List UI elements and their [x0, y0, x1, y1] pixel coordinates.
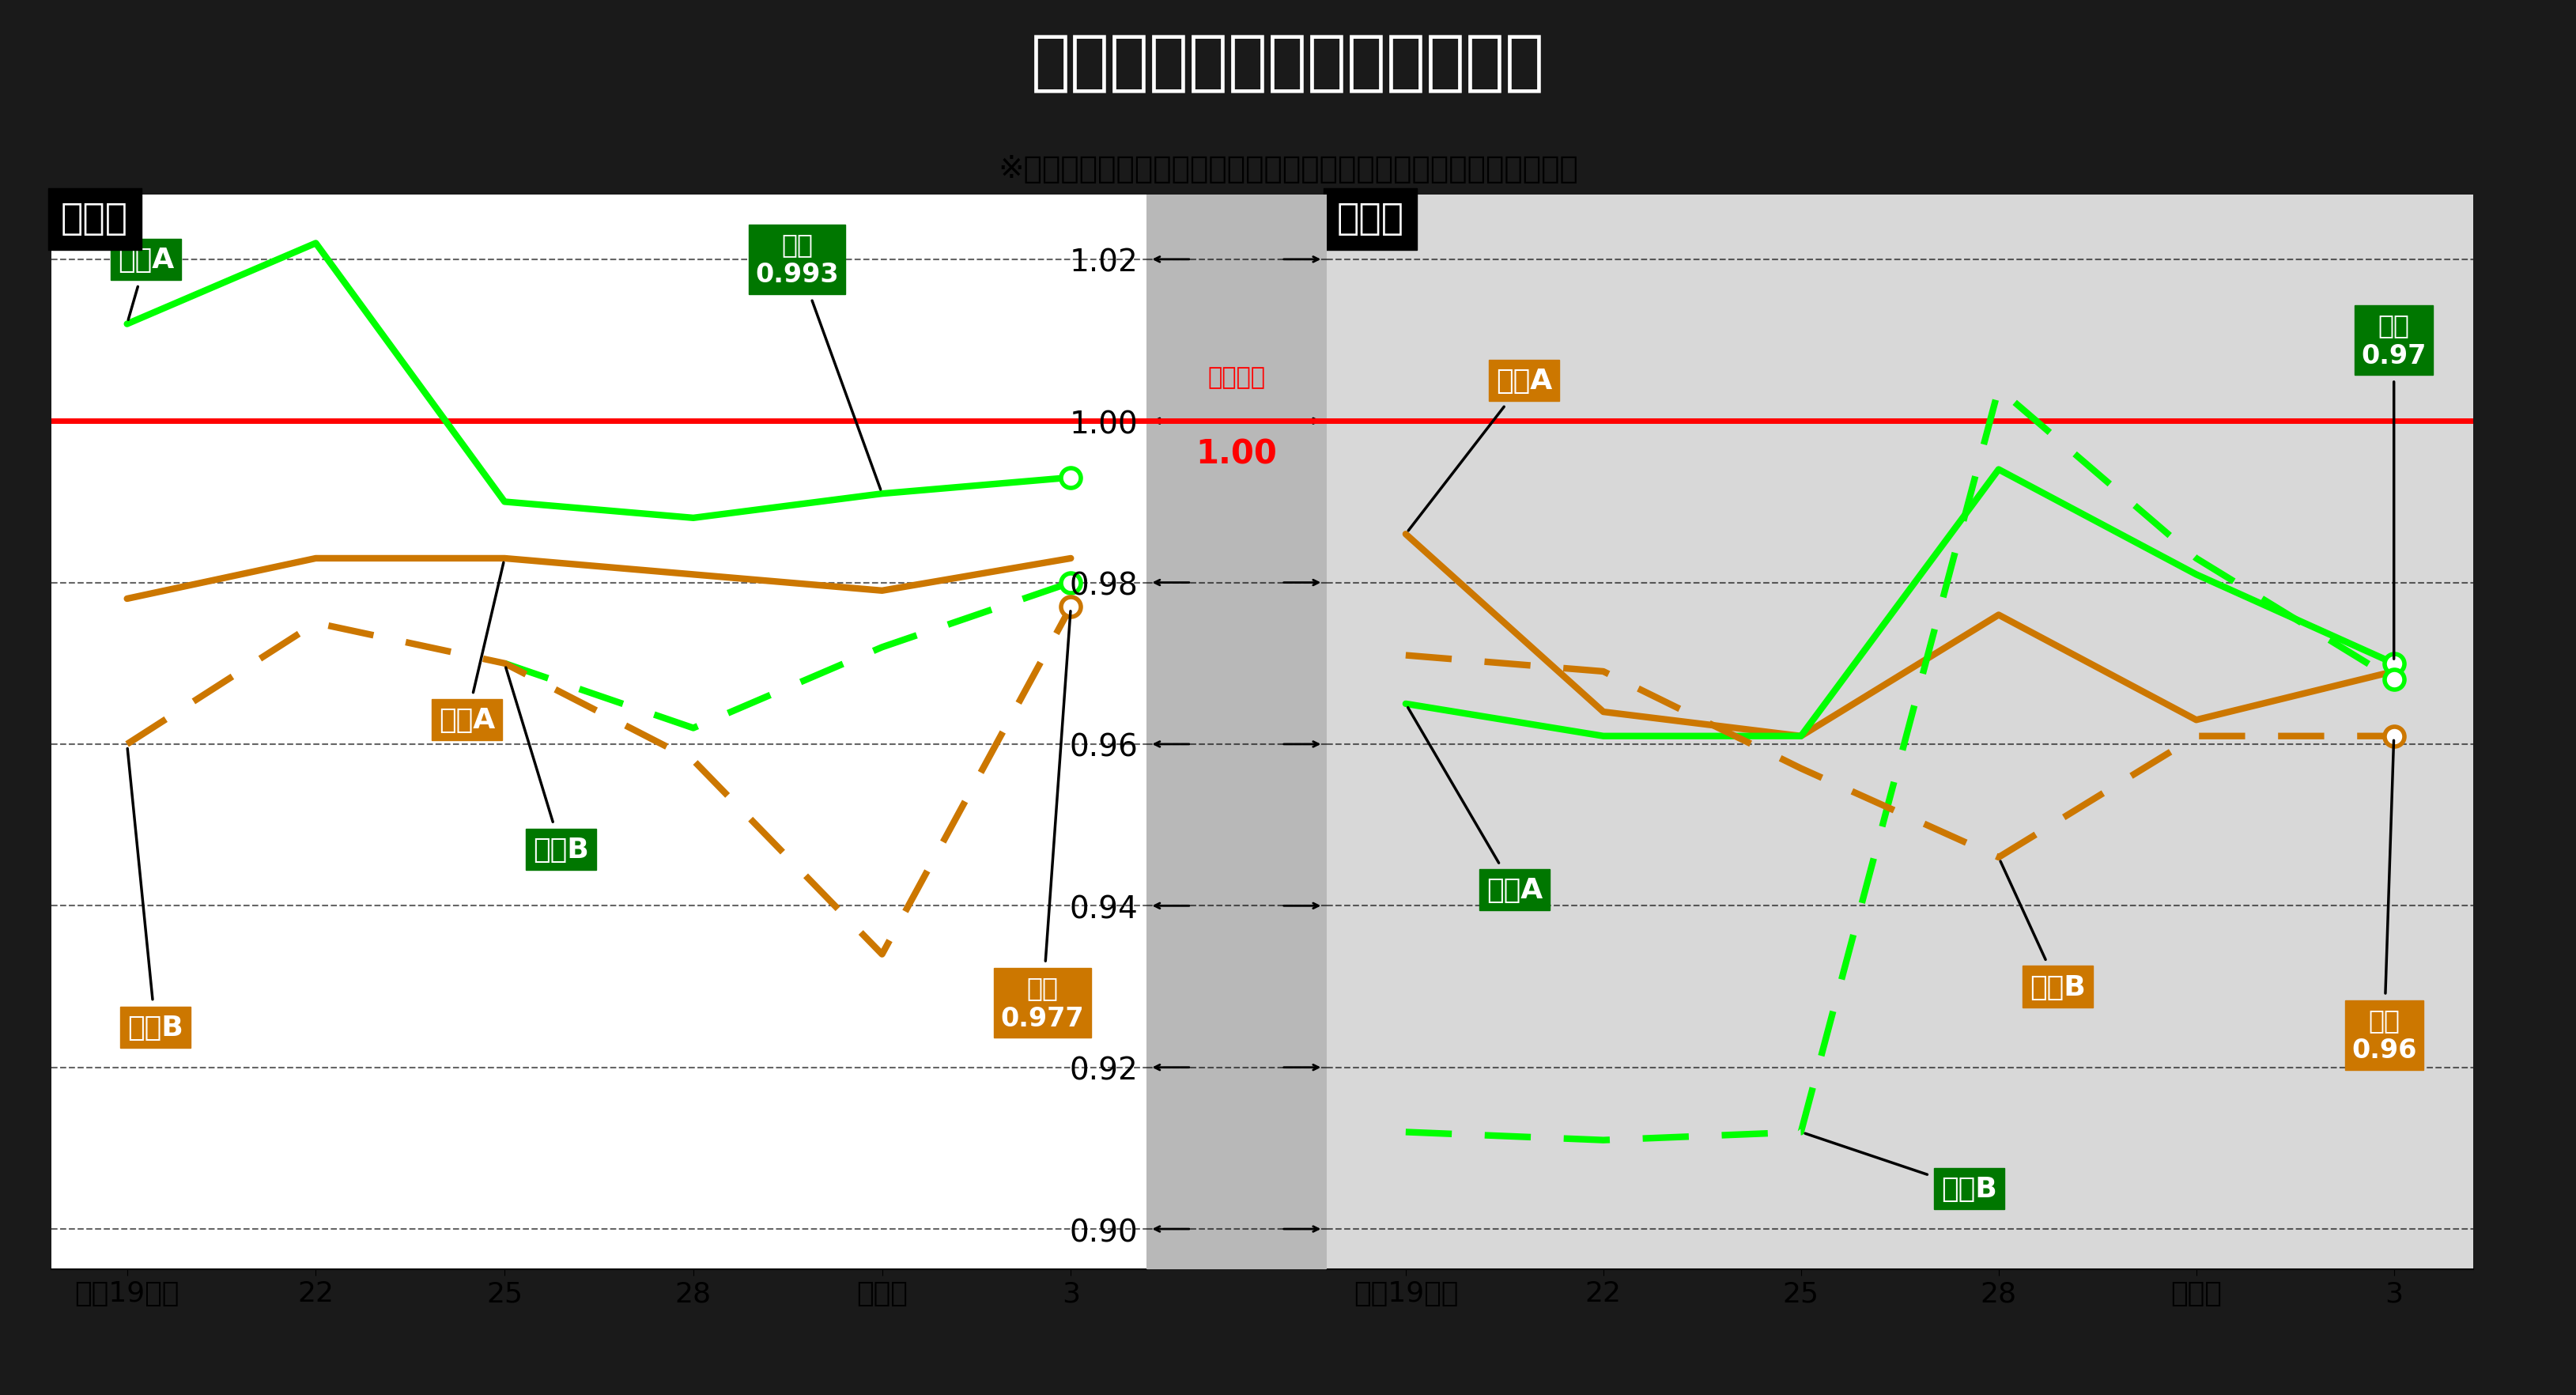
Text: 数学B: 数学B — [1806, 1134, 1996, 1202]
Text: 国語B: 国語B — [2002, 862, 2087, 1000]
Text: 国語
0.977: 国語 0.977 — [999, 611, 1084, 1031]
Text: 国語B: 国語B — [126, 749, 183, 1041]
Text: 数学
0.97: 数学 0.97 — [2362, 312, 2427, 660]
Text: 中学校: 中学校 — [1337, 202, 1404, 237]
Text: 1.00: 1.00 — [1195, 438, 1278, 470]
Text: 国語
0.96: 国語 0.96 — [2352, 741, 2416, 1063]
Text: 前回から各教科A、B区分を統一している。: 前回から各教科A、B区分を統一している。 — [1092, 205, 1484, 234]
Text: 小学校: 小学校 — [62, 202, 129, 237]
Text: 全国学力テストの結果の推移: 全国学力テストの結果の推移 — [1030, 31, 1546, 95]
Text: 国語A: 国語A — [438, 564, 502, 734]
Text: 数学A: 数学A — [1409, 707, 1543, 904]
Text: ※全国の平均正答率を１としたときの大阪府の各教科の平均正答率。: ※全国の平均正答率を１としたときの大阪府の各教科の平均正答率。 — [997, 155, 1579, 184]
Text: 算数B: 算数B — [505, 668, 590, 864]
Text: 国語A: 国語A — [1409, 368, 1553, 531]
Text: 算数
0.993: 算数 0.993 — [755, 232, 881, 490]
Text: 算数A: 算数A — [118, 247, 175, 321]
Text: 全国平均: 全国平均 — [1208, 367, 1265, 389]
